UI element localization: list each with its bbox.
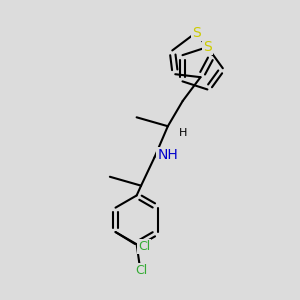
Text: S: S [203,40,212,54]
Text: NH: NH [158,148,178,162]
Text: Cl: Cl [135,264,147,277]
Text: Cl: Cl [138,240,151,254]
Text: S: S [192,26,200,40]
Text: H: H [178,128,187,138]
